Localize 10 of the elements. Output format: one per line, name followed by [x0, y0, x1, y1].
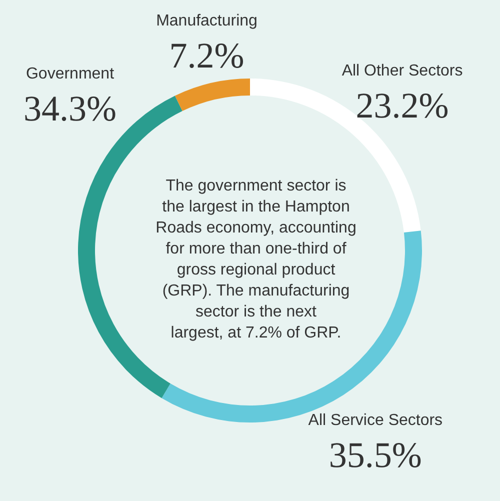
slice-label: All Other Sectors	[342, 62, 463, 80]
data-label: 35.5%	[328, 434, 422, 475]
data-label: 34.3%	[24, 88, 116, 128]
text: The government sector is the largest in the Hampton Roads economy, accounting for more than one-third of gross regional product (GRP). The manufacturing sector is the next largest, at 7.2% of GRP.	[156, 178, 356, 342]
data-label: 7.2%	[169, 36, 244, 76]
slice-label: Manufacturing	[156, 12, 258, 30]
data-label: 23.2%	[356, 86, 449, 126]
slice-label: Government	[26, 65, 115, 82]
donut-slice	[174, 78, 250, 112]
slice-label: All Service Sectors	[308, 412, 443, 429]
